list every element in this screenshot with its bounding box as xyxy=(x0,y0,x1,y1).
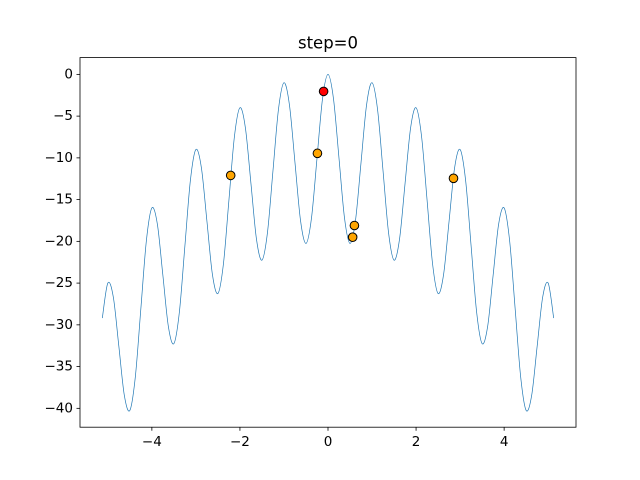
x-tick-label: 0 xyxy=(324,434,333,450)
x-tick-label: −4 xyxy=(142,434,162,450)
y-tick-label: −35 xyxy=(45,359,74,375)
x-tick-label: 4 xyxy=(500,434,509,450)
y-tick-label: −5 xyxy=(53,108,73,124)
point xyxy=(225,170,236,181)
y-tick-label: −40 xyxy=(45,400,74,416)
y-tick-label: −25 xyxy=(45,275,74,291)
point xyxy=(312,148,323,159)
y-tick-label: −10 xyxy=(45,150,74,166)
y-tick-label: −15 xyxy=(45,192,74,208)
y-tick-label: −20 xyxy=(45,233,74,249)
point xyxy=(318,86,329,97)
x-tick-label: −2 xyxy=(230,434,250,450)
point xyxy=(448,173,459,184)
axes-frame xyxy=(79,57,577,428)
x-tick-label: 2 xyxy=(412,434,421,450)
y-tick-label: 0 xyxy=(64,66,73,82)
curve xyxy=(101,74,555,412)
chart-title: step=0 xyxy=(298,34,358,53)
y-tick-label: −30 xyxy=(45,317,74,333)
point xyxy=(347,232,358,242)
point xyxy=(349,220,360,231)
